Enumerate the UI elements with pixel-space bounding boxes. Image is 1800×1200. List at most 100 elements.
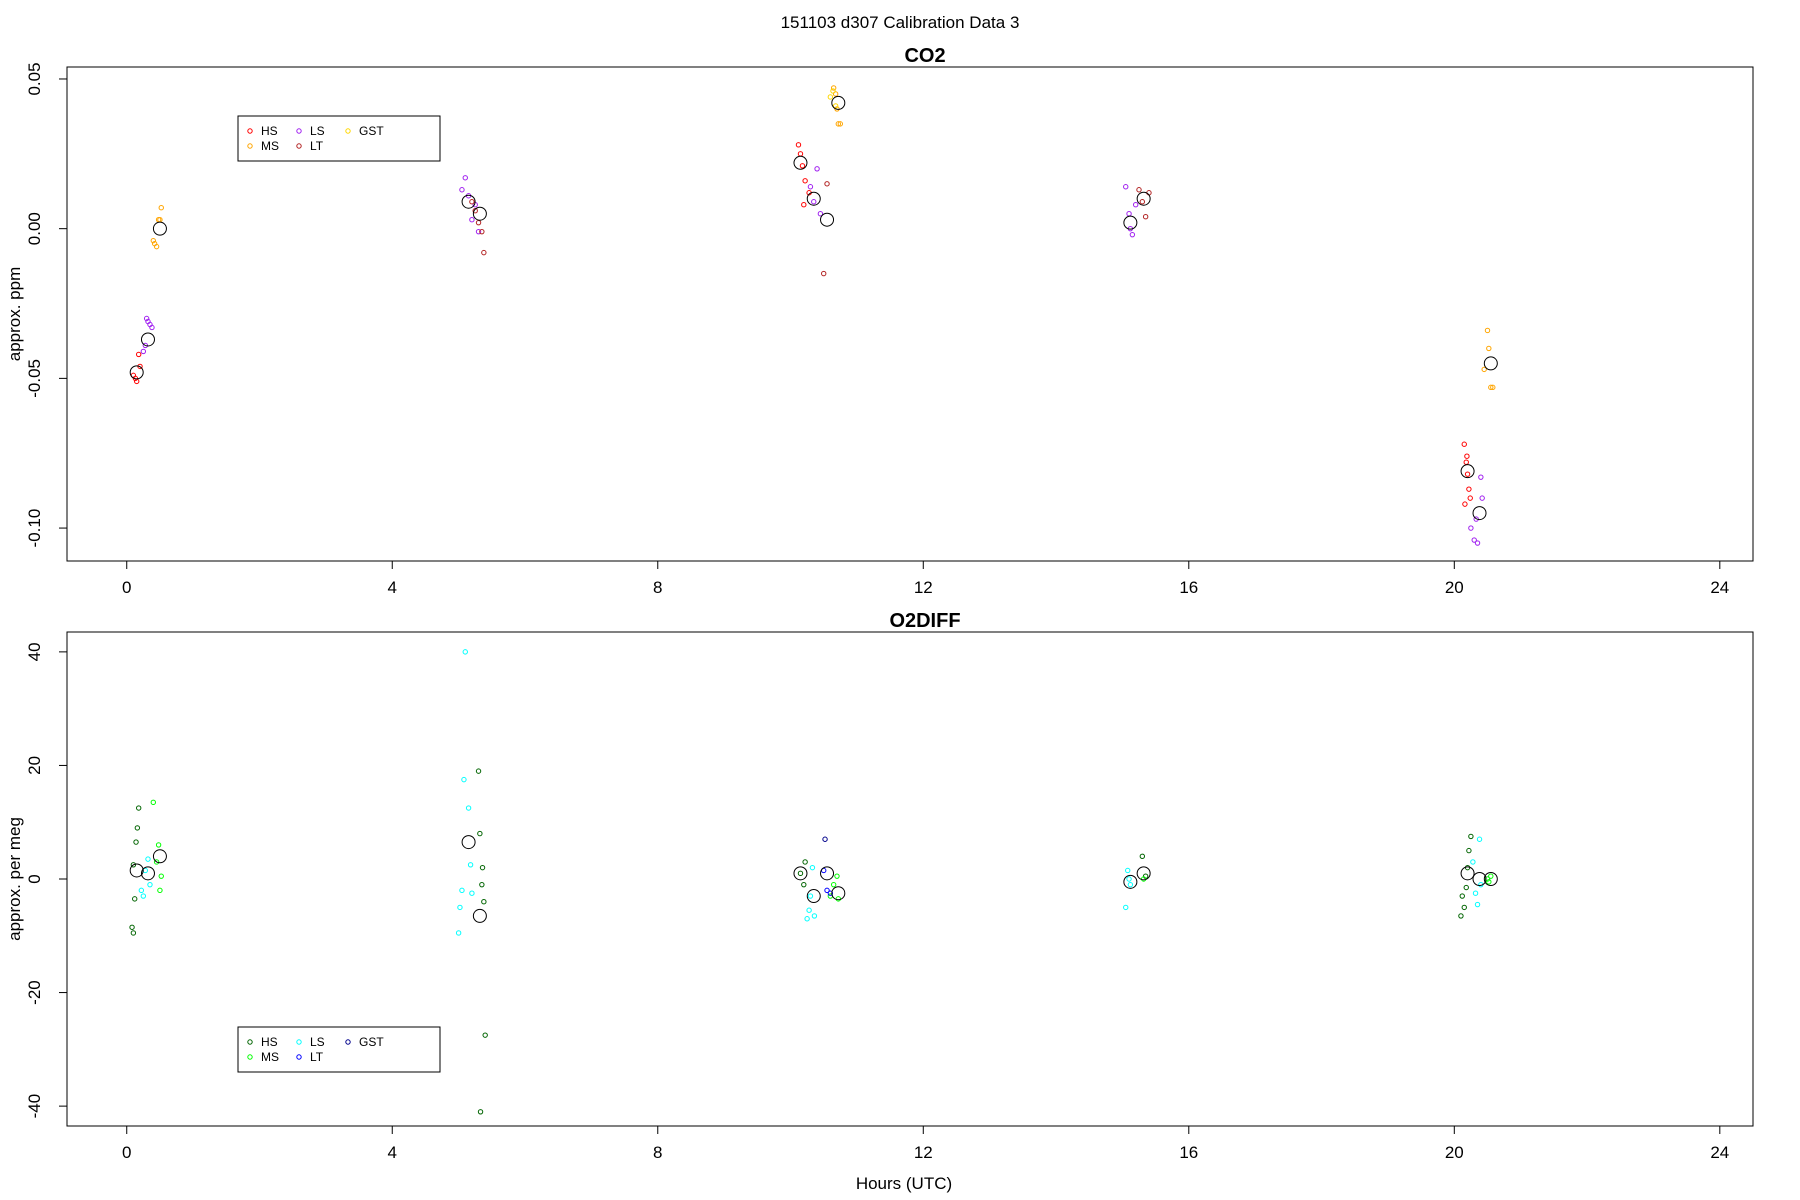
- o2diff-mean-marker: [1472, 872, 1487, 886]
- o2diff-x-tick-label: 4: [388, 1143, 397, 1162]
- co2-point-ls: [149, 324, 155, 331]
- o2diff-point-hs: [477, 1109, 484, 1115]
- o2diff-point-ls: [1123, 904, 1129, 911]
- co2-point-ls: [1129, 231, 1136, 238]
- co2-y-tick-label: -0.10: [25, 509, 44, 548]
- co2-mean-marker: [152, 221, 167, 236]
- co2-point-hs: [1464, 471, 1471, 477]
- o2diff-mean-marker: [140, 866, 155, 881]
- o2diff-series-gst: [822, 836, 828, 842]
- o2diff-mean-marker: [1123, 874, 1138, 889]
- o2diff-point-ls: [804, 916, 810, 922]
- o2diff-point-ms: [835, 896, 842, 902]
- o2diff-x-tick-label: 8: [653, 1143, 662, 1162]
- o2diff-legend-label-gst: GST: [359, 1035, 384, 1049]
- o2diff-point-ms: [1488, 873, 1494, 879]
- co2-point-lt: [1136, 187, 1142, 193]
- co2-x-tick-label: 0: [122, 578, 131, 597]
- co2-x-tick-label: 16: [1179, 578, 1198, 597]
- co2-legend-box: [237, 115, 441, 162]
- co2-mean-marker: [1483, 356, 1498, 371]
- co2-point-ms: [150, 237, 156, 244]
- co2-point-hs: [1463, 459, 1469, 465]
- co2-point-ls: [1471, 537, 1477, 543]
- o2diff-point-ms: [157, 887, 163, 894]
- o2diff-point-ms: [834, 873, 840, 879]
- co2-point-gst: [827, 94, 834, 100]
- o2diff-point-ls: [461, 776, 467, 783]
- co2-point-gst: [830, 88, 836, 94]
- o2diff-series-hs: [129, 768, 1474, 1115]
- co2-x-axis: 0 4 8 12 16 20 24: [122, 560, 1729, 597]
- o2diff-point-hs: [132, 896, 138, 902]
- co2-series-lt: [469, 181, 1152, 277]
- o2diff-means: [129, 835, 1498, 923]
- co2-mean-marker: [1123, 215, 1138, 230]
- o2diff-y-tick-label: 0: [25, 874, 44, 883]
- co2-point-ls: [1479, 495, 1485, 501]
- co2-x-tick-label: 12: [914, 578, 933, 597]
- o2diff-legend-label-ms: MS: [261, 1050, 279, 1064]
- co2-point-hs: [799, 163, 806, 169]
- co2-point-lt: [1139, 199, 1146, 205]
- o2diff-point-ms: [158, 873, 164, 879]
- co2-mean-marker: [129, 365, 144, 380]
- o2diff-point-hs: [475, 768, 482, 774]
- o2diff-mean-marker: [1460, 866, 1475, 881]
- co2-legend-label-hs: HS: [261, 124, 278, 138]
- o2diff-point-hs: [481, 899, 487, 905]
- o2diff-mean-marker: [820, 866, 835, 881]
- o2diff-point-ls: [469, 890, 475, 896]
- co2-point-ms: [1481, 366, 1487, 373]
- o2diff-point-ls: [459, 887, 465, 894]
- co2-point-ms: [837, 121, 844, 127]
- o2diff-series-lt: [821, 867, 834, 896]
- o2diff-panel-title: O2DIFF: [889, 610, 960, 632]
- co2-point-ls: [1126, 211, 1132, 217]
- o2diff-point-hs: [801, 881, 807, 888]
- co2-x-tick-label: 24: [1710, 578, 1729, 597]
- co2-legend-marker: [345, 128, 351, 134]
- co2-point-ls: [1478, 474, 1484, 480]
- co2-point-ms: [1486, 345, 1492, 352]
- co2-mean-marker: [1460, 464, 1475, 479]
- co2-point-hs: [797, 151, 804, 157]
- o2diff-point-ms: [1486, 879, 1492, 885]
- o2diff-series-ms: [150, 799, 1494, 902]
- o2diff-point-ms: [1484, 876, 1491, 882]
- co2-point-ls: [462, 175, 468, 181]
- o2diff-point-hs: [1466, 847, 1472, 854]
- o2diff-point-ls: [1476, 836, 1483, 842]
- o2diff-mean-marker: [129, 863, 144, 878]
- co2-y-tick-label: 0.05: [25, 62, 44, 95]
- o2diff-point-hs: [130, 930, 137, 936]
- o2diff-point-ls: [806, 907, 812, 913]
- o2diff-point-lt: [824, 887, 830, 894]
- o2diff-point-hs: [1461, 904, 1467, 911]
- co2-panel-title: CO2: [904, 45, 945, 67]
- o2diff-point-hs: [135, 805, 142, 811]
- co2-legend-label-gst: GST: [359, 124, 384, 138]
- co2-legend-label-lt: LT: [310, 139, 324, 153]
- co2-legend-marker: [247, 143, 253, 149]
- o2diff-point-hs: [133, 839, 139, 845]
- o2diff-point-hs: [482, 1032, 488, 1038]
- o2diff-point-gst: [822, 836, 828, 842]
- co2-x-tick-label: 8: [653, 578, 662, 597]
- figure-title: 151103 d307 Calibration Data 3: [781, 13, 1020, 32]
- co2-point-hs: [1461, 441, 1467, 447]
- o2diff-point-hs: [1468, 833, 1474, 840]
- co2-mean-marker: [820, 212, 835, 227]
- o2diff-point-hs: [1458, 913, 1464, 919]
- o2diff-y-axis: -40 -20 0 20 40: [25, 642, 68, 1118]
- co2-point-hs: [802, 178, 808, 184]
- co2-x-tick-label: 4: [388, 578, 397, 597]
- co2-means: [129, 95, 1498, 521]
- co2-point-ms: [832, 91, 839, 97]
- co2-y-tick-label: -0.05: [25, 359, 44, 398]
- co2-y-axis-label: approx. ppm: [5, 267, 24, 362]
- o2diff-mean-marker: [793, 866, 808, 881]
- co2-point-hs: [135, 351, 142, 358]
